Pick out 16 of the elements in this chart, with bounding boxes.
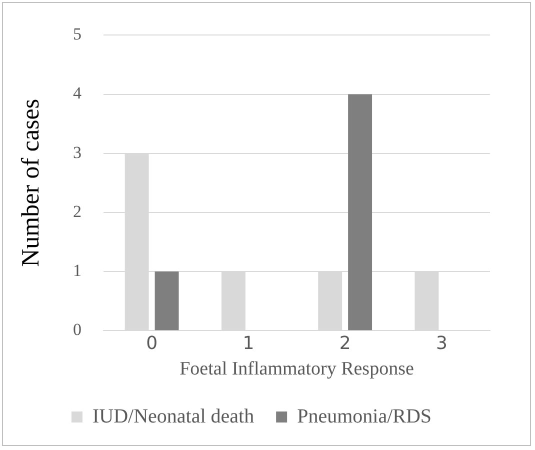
legend-label: Pneumonia/RDS: [297, 405, 432, 428]
x-tick-label: 3: [436, 333, 448, 354]
y-tick-label: 2: [73, 202, 82, 221]
bar: [154, 272, 179, 330]
y-tick-label: 1: [73, 260, 82, 280]
y-tick-label: 3: [73, 142, 82, 162]
x-tick-label: 0: [146, 333, 158, 354]
x-tick-label: 2: [339, 333, 351, 354]
x-tick-label: 1: [242, 333, 254, 354]
x-axis-title: Foetal Inflammatory Response: [180, 358, 414, 380]
y-tick-label: 4: [73, 84, 82, 103]
bar: [348, 94, 372, 330]
y-tick-label: 5: [73, 24, 82, 44]
legend-label: IUD/Neonatal death: [92, 405, 254, 428]
y-tick-label: 0: [73, 320, 82, 340]
y-axis-title: Number of cases: [18, 98, 45, 267]
